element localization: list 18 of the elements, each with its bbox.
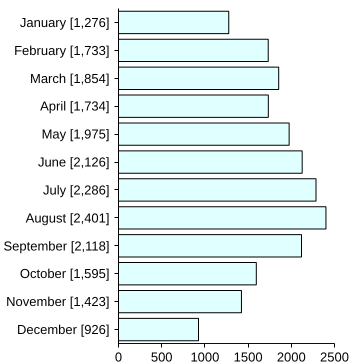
y-tick-label: January [1,276] — [20, 14, 110, 30]
y-tick-label: March [1,854] — [30, 70, 110, 86]
x-tick-label: 1000 — [190, 350, 220, 364]
y-tick-label: February [1,733] — [14, 42, 110, 58]
x-tick-label: 2000 — [276, 350, 306, 364]
y-tick-label: May [1,975] — [42, 126, 110, 142]
x-tick-label: 0 — [114, 350, 122, 364]
x-tick-label: 1500 — [234, 350, 263, 364]
y-tick-label: August [2,401] — [26, 210, 110, 226]
y-tick-label: June [2,126] — [38, 154, 110, 170]
y-tick-label: December [926] — [17, 322, 110, 338]
x-tick-label: 2500 — [320, 350, 349, 364]
y-tick-label: September [2,118] — [4, 238, 110, 254]
y-tick-label: April [1,734] — [40, 98, 110, 114]
x-tick-label: 500 — [150, 350, 173, 364]
y-tick-label: October [1,595] — [20, 266, 110, 282]
y-tick-label: November [1,423] — [6, 294, 110, 310]
y-tick-label: July [2,286] — [43, 182, 110, 198]
